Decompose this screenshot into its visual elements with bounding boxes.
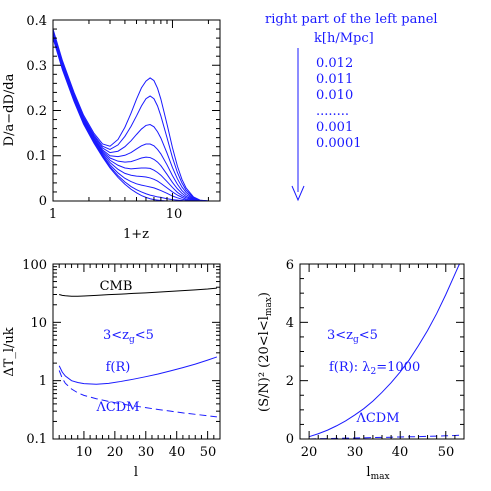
snr-ylabel: (S/N)² (20<l<lmax) [257, 292, 274, 412]
legend-entry: 0.010 [316, 88, 353, 103]
snr-xtick-50: 50 [438, 445, 455, 460]
growth-curve [52, 32, 216, 202]
snr-xtick-40: 40 [392, 445, 409, 460]
temperature-ytick-100: 100 [22, 258, 47, 273]
fr-label: f(R) [106, 360, 131, 375]
snr-fr-curve [308, 263, 460, 438]
temperature-ylabel: ΔT_l/uk [2, 327, 17, 376]
legend-header: k[h/Mpc] [314, 31, 374, 46]
growth-xlabel: 1+z [123, 227, 149, 242]
growth-curve [52, 33, 216, 202]
redshift-range-label: 3<zg<5 [103, 328, 154, 345]
legend-entry: 0.001 [316, 120, 353, 135]
growth-ytick-0.2: 0.2 [26, 104, 47, 119]
legend: right part of the left panel k[h/Mpc] 0.… [265, 12, 438, 202]
legend-entry: 0.011 [316, 72, 353, 87]
panel-growth: 1 10 0 0.1 0.2 0.3 0.4 1+z D/a−dD/da [2, 14, 221, 242]
temperature-ytick-10: 10 [30, 316, 47, 331]
legend-arrow-head [291, 185, 305, 202]
temperature-ytick-0.1: 0.1 [26, 432, 47, 447]
snr-xlabel: lmax [366, 465, 389, 482]
signal-to-noise-curves [308, 263, 460, 440]
growth-curves [52, 28, 216, 202]
growth-curve [52, 30, 216, 202]
snr-xtick-30: 30 [347, 445, 364, 460]
cmb-label: CMB [100, 279, 133, 294]
temperature-ticks [53, 263, 220, 440]
growth-curve [52, 28, 216, 202]
snr-xtick-20: 20 [301, 445, 318, 460]
snr-redshift-range-label: 3<zg<5 [327, 328, 378, 345]
snr-lcdm-label: ΛCDM [355, 411, 399, 426]
signal-to-noise-ticks [300, 263, 465, 440]
temperature-xtick-40: 40 [169, 445, 186, 460]
panel-temperature: 10 20 30 40 50 0.1 1 10 100 l ΔT_l/uk CM… [2, 258, 221, 480]
panel-signal-to-noise: 20 30 40 50 0 2 4 6 lmax (S/N)² (20<l<lm… [257, 258, 465, 482]
growth-curve [52, 36, 216, 202]
growth-xtick-1: 1 [49, 207, 57, 222]
legend-title: right part of the left panel [265, 12, 438, 27]
panel-temperature-frame [52, 263, 221, 440]
growth-ytick-0.1: 0.1 [26, 149, 47, 164]
growth-xtick-10: 10 [166, 207, 183, 222]
legend-entry: 0.012 [316, 56, 353, 71]
temperature-xtick-30: 30 [138, 445, 155, 460]
snr-ytick-6: 6 [286, 258, 294, 273]
snr-ytick-2: 2 [286, 374, 294, 389]
snr-ytick-4: 4 [286, 316, 294, 331]
snr-fr-label: f(R): λ2=1000 [329, 360, 420, 377]
growth-curve [52, 35, 216, 202]
growth-ytick-0.4: 0.4 [26, 14, 47, 29]
temperature-xtick-10: 10 [76, 445, 93, 460]
lcdm-label: ΛCDM [95, 400, 139, 415]
snr-ytick-0: 0 [286, 432, 294, 447]
legend-entry: 0.0001 [316, 136, 362, 151]
temperature-xlabel: l [134, 465, 138, 480]
temperature-curves [58, 287, 218, 418]
growth-ytick-0: 0 [39, 194, 47, 209]
temperature-xtick-20: 20 [107, 445, 124, 460]
legend-entry: ........ [316, 104, 349, 119]
temperature-xtick-50: 50 [200, 445, 217, 460]
growth-ytick-0.3: 0.3 [26, 59, 47, 74]
cmb-curve [59, 287, 217, 297]
growth-ticks [52, 19, 220, 202]
snr-lcdm-curve [309, 434, 460, 440]
growth-curve [52, 34, 216, 202]
fr-curve [58, 356, 218, 385]
growth-ylabel: D/a−dD/da [2, 73, 17, 146]
temperature-ytick-1: 1 [39, 374, 47, 389]
growth-curve [52, 31, 216, 202]
